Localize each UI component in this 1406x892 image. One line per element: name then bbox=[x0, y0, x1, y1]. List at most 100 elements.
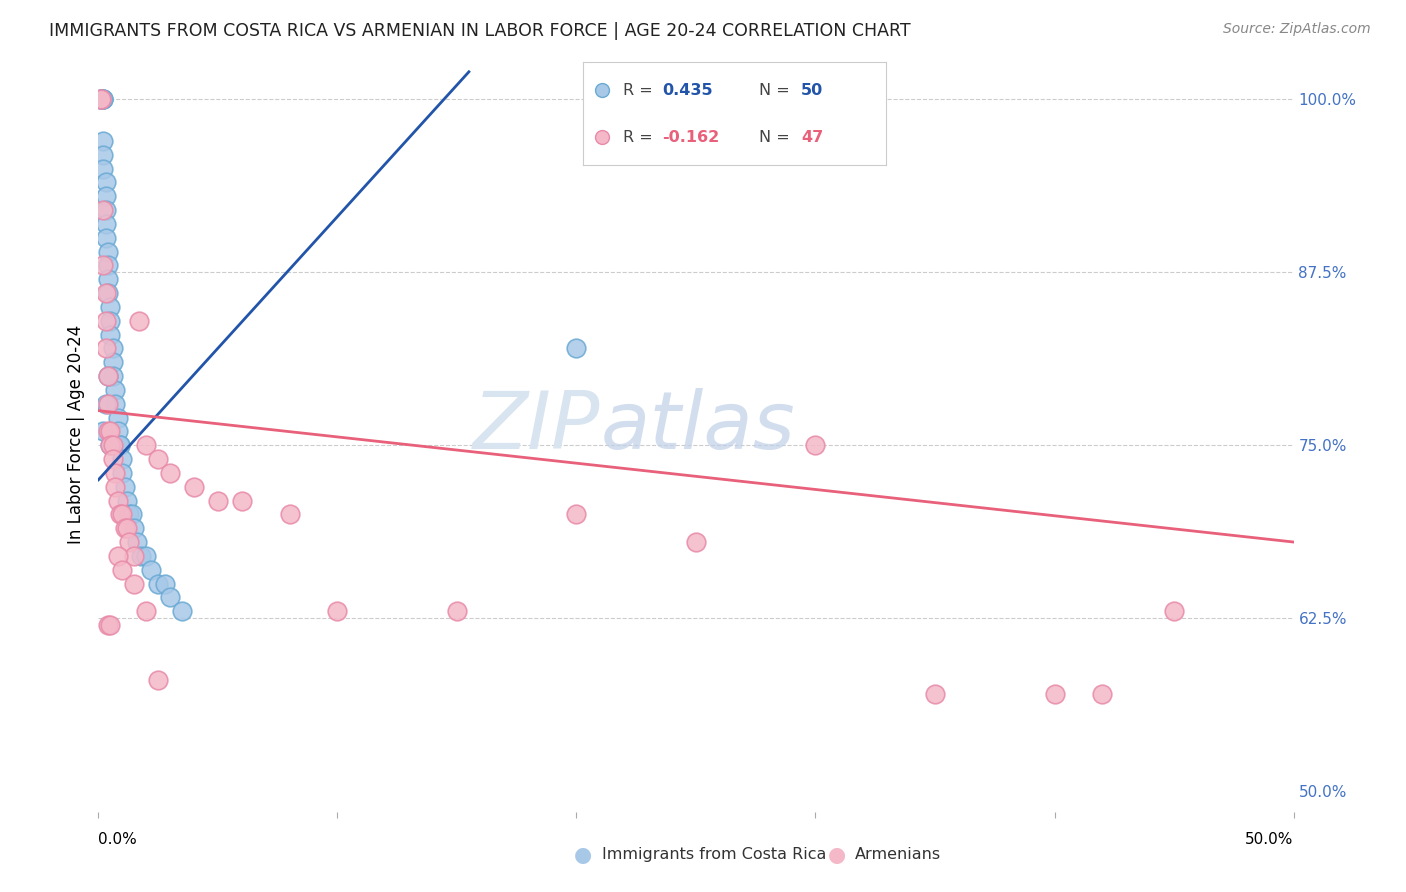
Point bbox=[90, 93, 112, 107]
Point bbox=[446, 604, 468, 618]
Point bbox=[111, 452, 134, 467]
Point bbox=[924, 687, 946, 701]
Point bbox=[591, 83, 613, 97]
Point bbox=[104, 480, 127, 494]
Point bbox=[94, 397, 117, 411]
Text: 0.0%: 0.0% bbox=[98, 832, 138, 847]
Point bbox=[565, 342, 588, 356]
Point bbox=[98, 438, 122, 452]
Point bbox=[97, 369, 120, 384]
Point bbox=[107, 493, 129, 508]
Point bbox=[1091, 687, 1114, 701]
Text: 50: 50 bbox=[801, 83, 824, 97]
Point bbox=[115, 521, 138, 535]
Point bbox=[118, 535, 141, 549]
Point bbox=[101, 438, 124, 452]
Point bbox=[111, 563, 134, 577]
Point bbox=[804, 438, 827, 452]
Point bbox=[111, 508, 134, 522]
Point bbox=[183, 480, 205, 494]
Point bbox=[107, 425, 129, 439]
Point bbox=[98, 300, 122, 314]
Point bbox=[97, 369, 120, 384]
Point bbox=[114, 521, 136, 535]
Point bbox=[139, 563, 162, 577]
Text: IMMIGRANTS FROM COSTA RICA VS ARMENIAN IN LABOR FORCE | AGE 20-24 CORRELATION CH: IMMIGRANTS FROM COSTA RICA VS ARMENIAN I… bbox=[49, 22, 911, 40]
Point bbox=[124, 521, 146, 535]
Point bbox=[98, 314, 122, 328]
Point bbox=[101, 452, 124, 467]
Text: 47: 47 bbox=[801, 130, 824, 145]
Point bbox=[108, 508, 131, 522]
Point bbox=[91, 93, 114, 107]
Point bbox=[115, 493, 138, 508]
Point bbox=[278, 508, 301, 522]
Point bbox=[124, 549, 146, 563]
Point bbox=[94, 217, 117, 231]
Point bbox=[91, 425, 114, 439]
Point bbox=[104, 383, 127, 397]
Point bbox=[97, 259, 120, 273]
Text: Immigrants from Costa Rica: Immigrants from Costa Rica bbox=[602, 847, 827, 862]
Point bbox=[1043, 687, 1066, 701]
Y-axis label: In Labor Force | Age 20-24: In Labor Force | Age 20-24 bbox=[66, 326, 84, 544]
Text: N =: N = bbox=[759, 83, 794, 97]
Point bbox=[231, 493, 253, 508]
Point bbox=[101, 342, 124, 356]
Point bbox=[685, 535, 707, 549]
Text: 50.0%: 50.0% bbox=[1246, 832, 1294, 847]
Point bbox=[148, 576, 170, 591]
Point bbox=[135, 549, 157, 563]
Point bbox=[114, 480, 136, 494]
Point bbox=[94, 203, 117, 218]
Point bbox=[108, 438, 131, 452]
Point bbox=[104, 397, 127, 411]
Point bbox=[148, 673, 170, 688]
Point bbox=[101, 355, 124, 369]
Point bbox=[135, 438, 157, 452]
Point bbox=[90, 93, 112, 107]
Point bbox=[90, 93, 112, 107]
Point bbox=[111, 466, 134, 480]
Point bbox=[94, 342, 117, 356]
Point bbox=[326, 604, 349, 618]
Point bbox=[94, 231, 117, 245]
Point bbox=[97, 286, 120, 301]
Text: 0.435: 0.435 bbox=[662, 83, 713, 97]
Point bbox=[97, 425, 120, 439]
Point bbox=[91, 134, 114, 148]
Point bbox=[101, 369, 124, 384]
Point bbox=[98, 425, 122, 439]
Text: atlas: atlas bbox=[600, 388, 796, 467]
Point bbox=[125, 535, 148, 549]
Point bbox=[91, 93, 114, 107]
Point bbox=[104, 466, 127, 480]
Point bbox=[98, 327, 122, 342]
Text: ●: ● bbox=[575, 845, 592, 864]
Point bbox=[97, 272, 120, 286]
Point bbox=[94, 314, 117, 328]
Point bbox=[91, 93, 114, 107]
Point bbox=[565, 508, 588, 522]
Text: Source: ZipAtlas.com: Source: ZipAtlas.com bbox=[1223, 22, 1371, 37]
Text: ●: ● bbox=[828, 845, 845, 864]
Point bbox=[97, 397, 120, 411]
Point bbox=[90, 93, 112, 107]
Point bbox=[107, 410, 129, 425]
Text: Armenians: Armenians bbox=[855, 847, 941, 862]
Point bbox=[1163, 604, 1185, 618]
Point bbox=[159, 466, 181, 480]
Point bbox=[131, 549, 153, 563]
Point bbox=[124, 576, 146, 591]
Point bbox=[121, 508, 143, 522]
Text: N =: N = bbox=[759, 130, 794, 145]
Point bbox=[94, 189, 117, 203]
Point bbox=[91, 161, 114, 176]
Point bbox=[91, 148, 114, 162]
Text: -0.162: -0.162 bbox=[662, 130, 720, 145]
Point bbox=[91, 259, 114, 273]
Point bbox=[97, 244, 120, 259]
Point bbox=[128, 314, 150, 328]
Text: R =: R = bbox=[623, 130, 658, 145]
Point bbox=[98, 618, 122, 632]
